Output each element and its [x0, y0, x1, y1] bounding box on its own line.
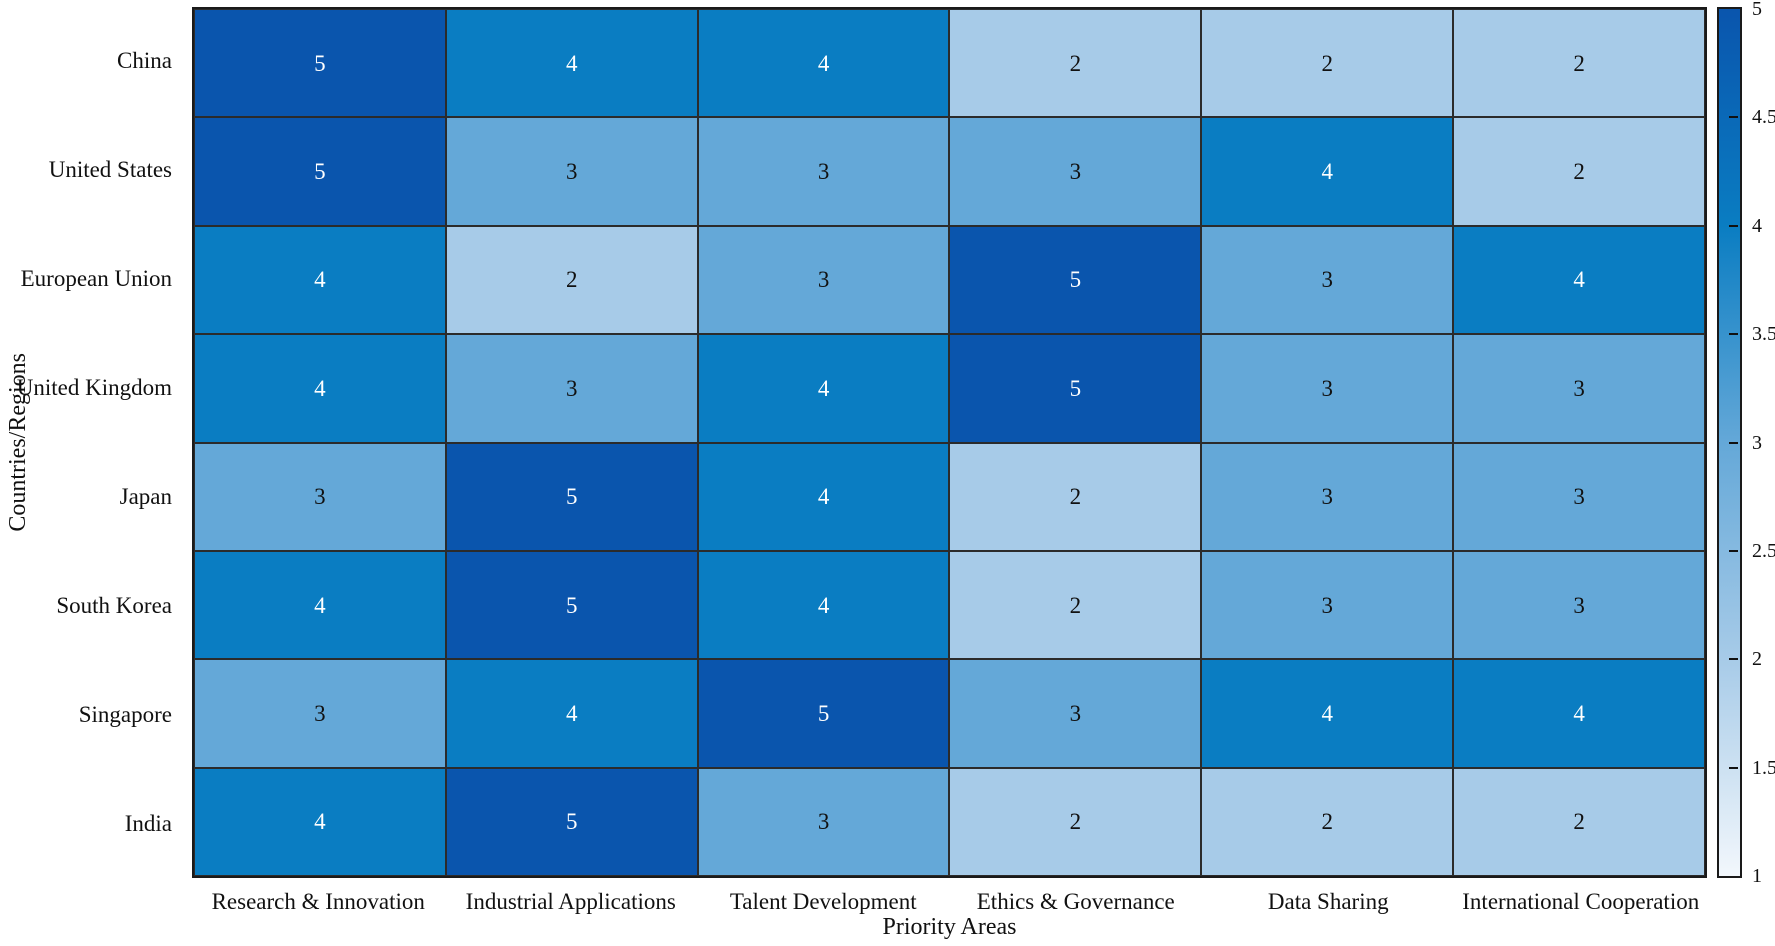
heatmap-cell: 3 — [1201, 334, 1454, 443]
row-label: European Union — [20, 266, 172, 292]
heatmap-cell: 2 — [445, 225, 698, 335]
heatmap-cell: 4 — [1453, 659, 1705, 768]
heatmap-cell: 5 — [445, 767, 698, 876]
colorbar-tick-label: 4.5 — [1752, 106, 1775, 129]
heatmap-cell: 5 — [194, 9, 446, 118]
heatmap-cell: 4 — [194, 334, 446, 443]
colorbar-tick-label: 4 — [1752, 214, 1762, 237]
colorbar-tick-label: 2 — [1752, 648, 1762, 671]
heatmap-cell: 3 — [1453, 334, 1705, 443]
heatmap-cell: 4 — [697, 334, 950, 443]
heatmap-cell: 3 — [1201, 550, 1454, 660]
heatmap-cell: 4 — [697, 550, 950, 660]
heatmap-cell: 2 — [949, 9, 1202, 118]
column-label: Data Sharing — [1267, 889, 1389, 914]
heatmap-cell: 2 — [1201, 767, 1454, 876]
heatmap-cell: 2 — [1453, 117, 1705, 226]
colorbar-tick-label: 3.5 — [1752, 323, 1775, 346]
y-axis-tick-labels: China United States European Union United K… — [0, 7, 182, 878]
colorbar-tick — [1729, 875, 1738, 877]
colorbar-tick — [1729, 658, 1738, 661]
heatmap-cell: 2 — [1453, 9, 1705, 118]
heatmap-cell: 3 — [1201, 442, 1454, 551]
heatmap-cell: 4 — [445, 9, 698, 118]
row-label: South Korea — [56, 592, 172, 618]
heatmap-cell: 4 — [1453, 225, 1705, 335]
heatmap-cell: 5 — [697, 659, 950, 768]
heatmap-cell: 5 — [445, 550, 698, 660]
heatmap-cell: 5 — [445, 442, 698, 551]
colorbar-tick-label: 5 — [1752, 0, 1762, 20]
colorbar-tick — [1729, 549, 1738, 552]
column-label: Talent Development — [729, 889, 917, 914]
x-axis-title: Priority Areas — [882, 914, 1017, 940]
heatmap-cell: 4 — [697, 9, 950, 118]
heatmap-cell: 4 — [194, 550, 446, 660]
column-label: Research & Innovation — [211, 889, 425, 914]
heatmap-cell: 3 — [1201, 225, 1454, 335]
colorbar-tick — [1729, 8, 1738, 10]
column-label: International Cooperation — [1462, 889, 1700, 914]
heatmap-cell: 4 — [445, 659, 698, 768]
row-label: Japan — [119, 483, 172, 509]
heatmap-cell: 3 — [445, 117, 698, 226]
heatmap-cell: 2 — [949, 767, 1202, 876]
colorbar-tick — [1729, 766, 1738, 769]
heatmap-cell: 3 — [949, 659, 1202, 768]
heatmap-cell: 4 — [1201, 659, 1454, 768]
heatmap-cell: 3 — [949, 117, 1202, 226]
colorbar-tick-label: 1.5 — [1752, 756, 1775, 779]
colorbar-tick — [1729, 224, 1738, 227]
row-label: United States — [48, 157, 172, 183]
heatmap-cell: 4 — [1201, 117, 1454, 226]
heatmap-cell: 3 — [697, 767, 950, 876]
heatmap-cell: 3 — [445, 334, 698, 443]
colorbar: 5 4.5 4 3.5 3 2.5 2 1.5 1 — [1717, 0, 1775, 886]
row-label: United Kingdom — [16, 375, 172, 401]
colorbar-tick-label: 2.5 — [1752, 539, 1775, 562]
heatmap-cell: 2 — [1453, 767, 1705, 876]
heatmap-cell: 2 — [949, 550, 1202, 660]
row-label: China — [117, 48, 172, 74]
colorbar-tick-label: 3 — [1752, 431, 1762, 454]
x-axis-tick-labels: Research & Innovation Industrial Applicat… — [192, 886, 1707, 918]
column-label: Ethics & Governance — [976, 889, 1175, 914]
heatmap-cell: 3 — [1453, 442, 1705, 551]
heatmap-cell: 5 — [949, 334, 1202, 443]
heatmap-cell: 5 — [949, 225, 1202, 335]
colorbar-tick — [1729, 441, 1738, 444]
colorbar-tick-label: 1 — [1752, 865, 1762, 887]
colorbar-tick — [1729, 116, 1738, 119]
heatmap-cell: 4 — [194, 225, 446, 335]
heatmap-cell: 3 — [194, 442, 446, 551]
heatmap-cell: 5 — [194, 117, 446, 226]
heatmap-cell: 4 — [194, 767, 446, 876]
heatmap-cell: 4 — [697, 442, 950, 551]
heatmap-cell: 3 — [194, 659, 446, 768]
colorbar-tick — [1729, 333, 1738, 336]
column-label: Industrial Applications — [465, 889, 676, 914]
heatmap-cell: 2 — [949, 442, 1202, 551]
heatmap-cell: 3 — [1453, 550, 1705, 660]
heatmap-cell: 3 — [697, 117, 950, 226]
row-label: India — [124, 810, 172, 836]
row-label: Singapore — [78, 701, 172, 727]
heatmap-cell: 2 — [1201, 9, 1454, 118]
heatmap-cell: 3 — [697, 225, 950, 335]
